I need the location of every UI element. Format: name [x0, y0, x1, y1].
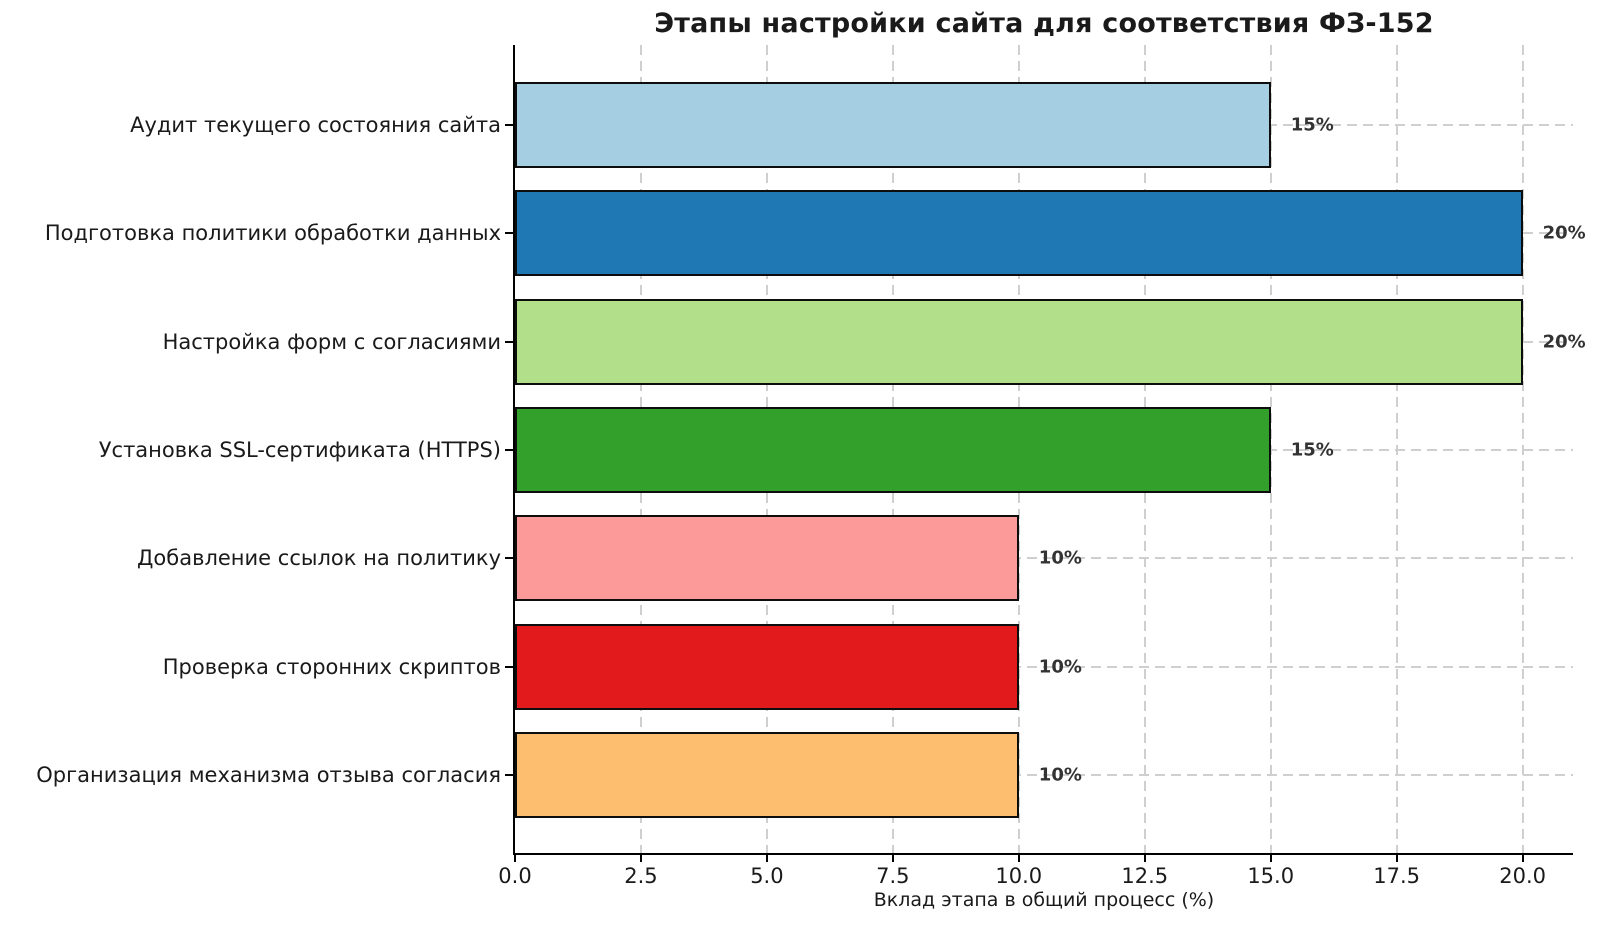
bar-row: Подготовка политики обработки данных 20% [45, 179, 1586, 287]
x-axis: 0.0 2.5 5.0 7.5 10.0 12.5 15.0 17.5 20.0 [498, 853, 1573, 903]
x-tick-mark [891, 853, 894, 862]
y-tick-mark [505, 232, 515, 235]
y-axis-spine [513, 45, 515, 855]
bar-value-label: 20% [1542, 331, 1586, 353]
gridline-horizontal [515, 773, 1573, 776]
x-tick-label: 12.5 [1121, 864, 1169, 888]
bar-value-label: 10% [1038, 764, 1082, 786]
y-axis-label: Установка SSL-сертификата (HTTPS) [98, 437, 501, 462]
x-tick-mark [765, 853, 768, 862]
bar-row: Установка SSL-сертификата (HTTPS) 15% [99, 396, 1573, 504]
x-tick-label: 20.0 [1499, 864, 1546, 888]
bar-row: Аудит текущего состояния сайта 15% [130, 71, 1573, 179]
x-tick-label: 5.0 [750, 864, 784, 888]
y-tick-mark [505, 124, 515, 127]
bar [515, 298, 1523, 385]
bar [515, 190, 1523, 277]
x-tick-label: 15.0 [1247, 864, 1295, 888]
bar [515, 515, 1019, 602]
x-tick-mark [1521, 853, 1524, 862]
bar-row: Организация механизма отзыва согласия 10% [36, 721, 1573, 829]
x-tick-mark [1143, 853, 1146, 862]
bar-row: Проверка сторонних скриптов 10% [163, 612, 1573, 720]
bar [515, 623, 1019, 710]
x-tick-label: 0.0 [498, 864, 532, 888]
bar-row: Добавление ссылок на политику 10% [137, 504, 1573, 612]
y-axis-label: Добавление ссылок на политику [137, 546, 501, 571]
gridline-horizontal [515, 557, 1573, 560]
x-tick-label: 10.0 [995, 864, 1043, 888]
x-tick-mark [1269, 853, 1272, 862]
y-axis-label: Аудит текущего состояния сайта [130, 113, 501, 138]
bar-value-label: 10% [1038, 547, 1082, 569]
y-axis-label: Подготовка политики обработки данных [44, 221, 501, 246]
x-axis-spine [513, 853, 1573, 855]
bar-rows: Аудит текущего состояния сайта 15% Подгото… [36, 45, 1586, 853]
bar-row: Настройка форм с согласиями 20% [163, 288, 1586, 396]
y-tick-mark [505, 665, 515, 668]
x-tick-mark [1395, 853, 1398, 862]
bar-value-label: 20% [1542, 222, 1586, 244]
y-tick-mark [505, 340, 515, 343]
y-tick-mark [505, 448, 515, 451]
y-axis-label: Проверка сторонних скриптов [162, 654, 501, 679]
chart-title: Этапы настройки сайта для соответствия Ф… [654, 8, 1434, 39]
x-tick-mark [639, 853, 642, 862]
plot-area: Аудит текущего состояния сайта 15% Подгото… [36, 45, 1586, 855]
x-tick-mark [1017, 853, 1020, 862]
bar [515, 82, 1271, 169]
x-axis-title: Вклад этапа в общий процесс (%) [873, 889, 1215, 911]
bar-value-label: 15% [1290, 439, 1334, 461]
bar-value-label: 10% [1038, 656, 1082, 678]
y-axis-label: Настройка форм с согласиями [162, 329, 501, 354]
gridline-horizontal [515, 665, 1573, 668]
bar-value-label: 15% [1290, 114, 1334, 136]
x-tick-label: 17.5 [1373, 864, 1421, 888]
x-tick-label: 7.5 [876, 864, 910, 888]
y-tick-mark [505, 773, 515, 776]
x-tick-label: 2.5 [624, 864, 658, 888]
y-tick-mark [505, 557, 515, 560]
x-tick-mark [514, 853, 516, 862]
bar [515, 406, 1271, 493]
y-axis-label: Организация механизма отзыва согласия [36, 762, 501, 787]
bar [515, 731, 1019, 818]
